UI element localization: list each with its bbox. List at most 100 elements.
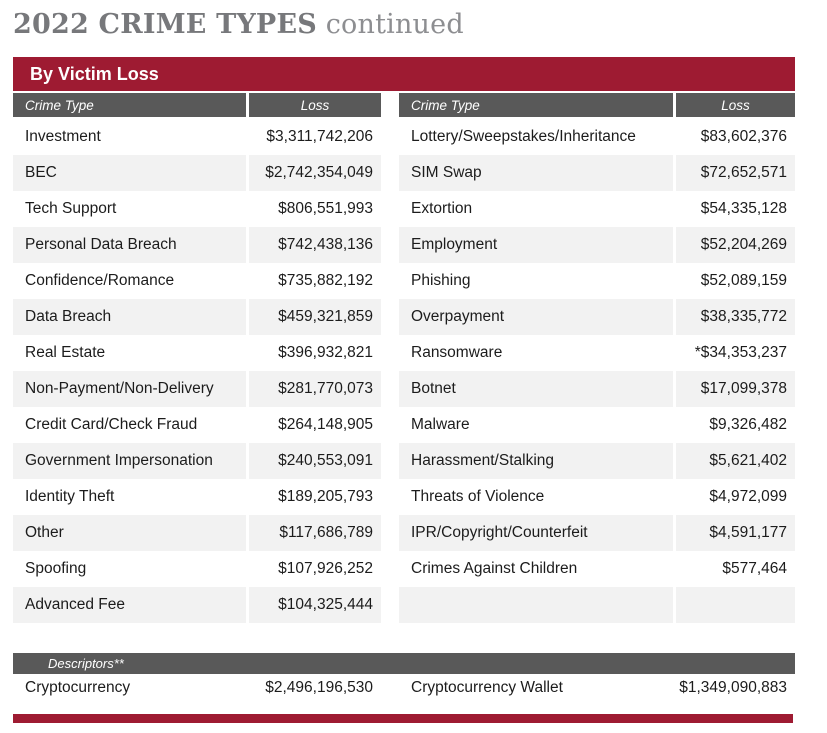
crime-type-cell: BEC bbox=[13, 155, 246, 191]
table-row: Investment $3,311,742,206 bbox=[13, 119, 381, 155]
loss-cell: $117,686,789 bbox=[249, 515, 381, 551]
table-row: Personal Data Breach $742,438,136 bbox=[13, 227, 381, 263]
crime-type-cell: Threats of Violence bbox=[399, 479, 673, 515]
loss-cell: $107,926,252 bbox=[249, 551, 381, 587]
crime-type-cell: Credit Card/Check Fraud bbox=[13, 407, 246, 443]
crime-type-cell: Spoofing bbox=[13, 551, 246, 587]
table-row: Real Estate $396,932,821 bbox=[13, 335, 381, 371]
crime-type-cell: Government Impersonation bbox=[13, 443, 246, 479]
loss-cell: $38,335,772 bbox=[676, 299, 795, 335]
loss-cell: $104,325,444 bbox=[249, 587, 381, 623]
table-row bbox=[399, 587, 795, 623]
table-row: Government Impersonation $240,553,091 bbox=[13, 443, 381, 479]
table-row: Tech Support $806,551,993 bbox=[13, 191, 381, 227]
section-banner: By Victim Loss bbox=[13, 57, 795, 91]
loss-cell: $264,148,905 bbox=[249, 407, 381, 443]
crime-type-cell: Data Breach bbox=[13, 299, 246, 335]
crime-type-cell: Other bbox=[13, 515, 246, 551]
table-row: Confidence/Romance $735,882,192 bbox=[13, 263, 381, 299]
crime-type-cell: Personal Data Breach bbox=[13, 227, 246, 263]
page-title: 2022 CRIME TYPES continued bbox=[13, 8, 827, 42]
table-row: BEC $2,742,354,049 bbox=[13, 155, 381, 191]
crime-type-cell: Phishing bbox=[399, 263, 673, 299]
crime-type-cell: Crimes Against Children bbox=[399, 551, 673, 587]
table-row: Employment $52,204,269 bbox=[399, 227, 795, 263]
loss-cell: $52,204,269 bbox=[676, 227, 795, 263]
crime-type-column-header: Crime Type bbox=[399, 93, 673, 117]
footer-divider-bar bbox=[13, 714, 793, 723]
descriptors-banner-label: Descriptors** bbox=[48, 656, 124, 671]
descriptor-pair: Cryptocurrency Wallet $1,349,090,883 bbox=[399, 676, 795, 700]
table-row: Crimes Against Children $577,464 bbox=[399, 551, 795, 587]
table-row: Data Breach $459,321,859 bbox=[13, 299, 381, 335]
loss-cell: $459,321,859 bbox=[249, 299, 381, 335]
loss-cell: $83,602,376 bbox=[676, 119, 795, 155]
table-row: Other $117,686,789 bbox=[13, 515, 381, 551]
loss-cell: $5,621,402 bbox=[676, 443, 795, 479]
loss-cell: *$34,353,237 bbox=[676, 335, 795, 371]
crime-type-cell: Advanced Fee bbox=[13, 587, 246, 623]
table-row: Spoofing $107,926,252 bbox=[13, 551, 381, 587]
loss-cell: $396,932,821 bbox=[249, 335, 381, 371]
page-title-suffix: continued bbox=[325, 9, 464, 40]
crime-type-cell: Harassment/Stalking bbox=[399, 443, 673, 479]
section-banner-label: By Victim Loss bbox=[30, 63, 159, 84]
table-row: Non-Payment/Non-Delivery $281,770,073 bbox=[13, 371, 381, 407]
crime-type-cell: Ransomware bbox=[399, 335, 673, 371]
left-table-body: Investment $3,311,742,206 BEC $2,742,354,04… bbox=[13, 119, 381, 623]
loss-cell: $4,591,177 bbox=[676, 515, 795, 551]
loss-cell: $281,770,073 bbox=[249, 371, 381, 407]
loss-cell: $742,438,136 bbox=[249, 227, 381, 263]
loss-cell: $189,205,793 bbox=[249, 479, 381, 515]
descriptors-row: Cryptocurrency $2,496,196,530 Cryptocurr… bbox=[13, 676, 795, 700]
table-row: Threats of Violence $4,972,099 bbox=[399, 479, 795, 515]
table-row: Phishing $52,089,159 bbox=[399, 263, 795, 299]
descriptor-pair: Cryptocurrency $2,496,196,530 bbox=[13, 676, 381, 700]
table-row: Extortion $54,335,128 bbox=[399, 191, 795, 227]
crime-type-cell: SIM Swap bbox=[399, 155, 673, 191]
loss-cell: $52,089,159 bbox=[676, 263, 795, 299]
table-row: Harassment/Stalking $5,621,402 bbox=[399, 443, 795, 479]
table-row: Lottery/Sweepstakes/Inheritance $83,602,3… bbox=[399, 119, 795, 155]
victim-loss-tables: Crime Type Loss Investment $3,311,742,206… bbox=[13, 93, 795, 623]
loss-cell: $2,742,354,049 bbox=[249, 155, 381, 191]
loss-cell: $806,551,993 bbox=[249, 191, 381, 227]
table-row: Identity Theft $189,205,793 bbox=[13, 479, 381, 515]
loss-cell: $3,311,742,206 bbox=[249, 119, 381, 155]
loss-cell: $735,882,192 bbox=[249, 263, 381, 299]
crime-type-cell: Malware bbox=[399, 407, 673, 443]
loss-cell: $1,349,090,883 bbox=[679, 679, 787, 696]
table-row: Malware $9,326,482 bbox=[399, 407, 795, 443]
loss-column-header: Loss bbox=[676, 93, 795, 117]
loss-column-header: Loss bbox=[249, 93, 381, 117]
crime-type-cell: IPR/Copyright/Counterfeit bbox=[399, 515, 673, 551]
table-row: Overpayment $38,335,772 bbox=[399, 299, 795, 335]
loss-cell: $72,652,571 bbox=[676, 155, 795, 191]
left-table: Crime Type Loss Investment $3,311,742,206… bbox=[13, 93, 381, 623]
crime-type-cell: Extortion bbox=[399, 191, 673, 227]
crime-type-cell: Employment bbox=[399, 227, 673, 263]
table-row: IPR/Copyright/Counterfeit $4,591,177 bbox=[399, 515, 795, 551]
loss-cell: $9,326,482 bbox=[676, 407, 795, 443]
crime-type-cell: Real Estate bbox=[13, 335, 246, 371]
loss-cell: $240,553,091 bbox=[249, 443, 381, 479]
crime-type-cell: Identity Theft bbox=[13, 479, 246, 515]
loss-cell: $577,464 bbox=[676, 551, 795, 587]
loss-cell: $17,099,378 bbox=[676, 371, 795, 407]
crime-type-cell: Investment bbox=[13, 119, 246, 155]
left-table-header: Crime Type Loss bbox=[13, 93, 381, 117]
table-row: Credit Card/Check Fraud $264,148,905 bbox=[13, 407, 381, 443]
crime-type-column-header: Crime Type bbox=[13, 93, 246, 117]
loss-cell: $2,496,196,530 bbox=[265, 679, 373, 696]
descriptors-banner: Descriptors** bbox=[13, 653, 795, 674]
crime-type-cell: Non-Payment/Non-Delivery bbox=[13, 371, 246, 407]
table-row: Ransomware *$34,353,237 bbox=[399, 335, 795, 371]
loss-cell: $4,972,099 bbox=[676, 479, 795, 515]
table-row: SIM Swap $72,652,571 bbox=[399, 155, 795, 191]
crime-type-cell: Botnet bbox=[399, 371, 673, 407]
crime-type-cell: Confidence/Romance bbox=[13, 263, 246, 299]
table-row: Botnet $17,099,378 bbox=[399, 371, 795, 407]
loss-cell: $54,335,128 bbox=[676, 191, 795, 227]
crime-type-cell: Cryptocurrency Wallet bbox=[411, 679, 563, 696]
